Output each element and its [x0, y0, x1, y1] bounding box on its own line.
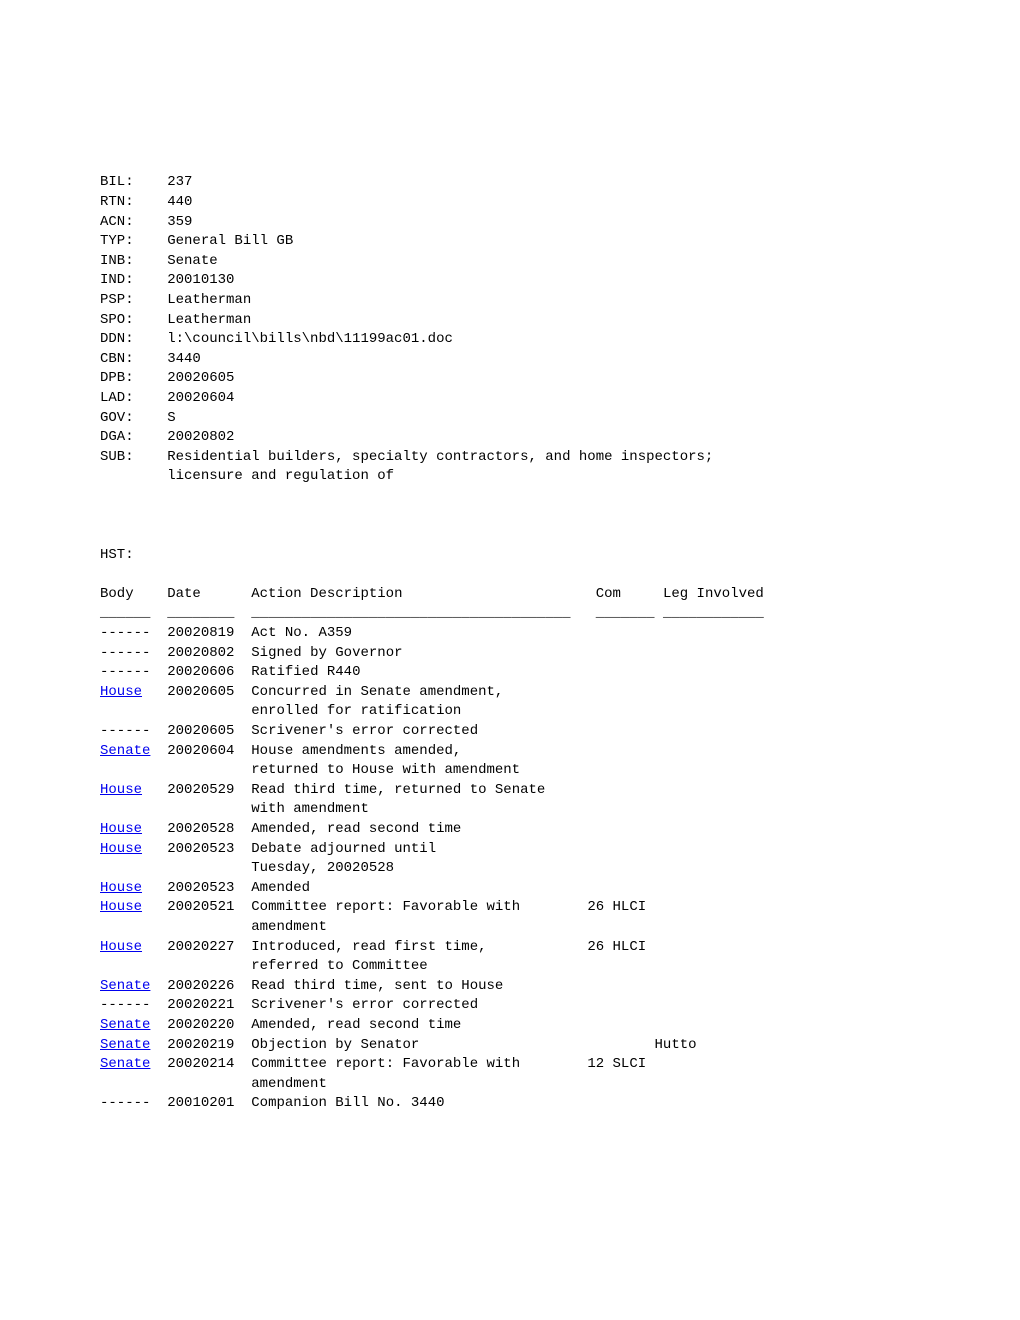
history-row: ------ 20020606 Ratified R440: [100, 664, 360, 680]
meta-line: IND: 20010130: [100, 272, 234, 288]
history-row: Senate 20020604 House amendments amended…: [100, 743, 461, 759]
psp-value: Leatherman: [167, 292, 251, 308]
spo-value: Leatherman: [167, 312, 251, 328]
history-row: ------ 20020605 Scrivener's error correc…: [100, 723, 478, 739]
meta-line: licensure and regulation of: [100, 468, 394, 484]
history-row: House 20020521 Committee report: Favorab…: [100, 899, 646, 915]
senate-link[interactable]: Senate: [100, 1017, 150, 1033]
history-row: Senate 20020214 Committee report: Favora…: [100, 1056, 646, 1072]
sub-value-2: licensure and regulation of: [167, 468, 394, 484]
meta-line: LAD: 20020604: [100, 390, 234, 406]
history-row: Senate 20020220 Amended, read second tim…: [100, 1017, 461, 1033]
house-link[interactable]: House: [100, 939, 142, 955]
sub-value: Residential builders, specialty contract…: [167, 449, 713, 465]
history-row: House 20020227 Introduced, read first ti…: [100, 939, 646, 955]
house-link[interactable]: House: [100, 821, 142, 837]
meta-line: INB: Senate: [100, 253, 218, 269]
house-link[interactable]: House: [100, 782, 142, 798]
dpb-value: 20020605: [167, 370, 234, 386]
history-row-cont: Tuesday, 20020528: [100, 860, 394, 876]
history-row-cont: amendment: [100, 919, 327, 935]
history-row: House 20020523 Debate adjourned until: [100, 841, 436, 857]
meta-line: DPB: 20020605: [100, 370, 234, 386]
inb-value: Senate: [167, 253, 217, 269]
gov-value: S: [167, 410, 175, 426]
history-row-cont: enrolled for ratification: [100, 703, 461, 719]
meta-line: TYP: General Bill GB: [100, 233, 293, 249]
history-header: Body Date Action Description Com Leg Inv…: [100, 586, 764, 602]
meta-line: DDN: l:\council\bills\nbd\11199ac01.doc: [100, 331, 453, 347]
history-row: House 20020523 Amended: [100, 880, 310, 896]
meta-line: SUB: Residential builders, specialty con…: [100, 449, 713, 465]
history-row: House 20020529 Read third time, returned…: [100, 782, 545, 798]
hst-label: HST:: [100, 547, 134, 563]
senate-link[interactable]: Senate: [100, 1056, 150, 1072]
senate-link[interactable]: Senate: [100, 1037, 150, 1053]
history-row-cont: referred to Committee: [100, 958, 428, 974]
history-row-cont: returned to House with amendment: [100, 762, 520, 778]
lad-value: 20020604: [167, 390, 234, 406]
history-row: ------ 20010201 Companion Bill No. 3440: [100, 1095, 445, 1111]
history-divider: ______ ________ ________________________…: [100, 605, 764, 621]
bil-value: 237: [167, 174, 192, 190]
typ-value: General Bill GB: [167, 233, 293, 249]
meta-line: DGA: 20020802: [100, 429, 234, 445]
history-row: Senate 20020219 Objection by Senator Hut…: [100, 1037, 697, 1053]
senate-link[interactable]: Senate: [100, 743, 150, 759]
dga-value: 20020802: [167, 429, 234, 445]
cbn-value: 3440: [167, 351, 201, 367]
house-link[interactable]: House: [100, 899, 142, 915]
history-row: ------ 20020819 Act No. A359: [100, 625, 352, 641]
history-row-cont: amendment: [100, 1076, 327, 1092]
house-link[interactable]: House: [100, 841, 142, 857]
house-link[interactable]: House: [100, 684, 142, 700]
history-row: House 20020605 Concurred in Senate amend…: [100, 684, 503, 700]
history-row: House 20020528 Amended, read second time: [100, 821, 461, 837]
house-link[interactable]: House: [100, 880, 142, 896]
meta-line: BIL: 237: [100, 174, 192, 190]
history-row-cont: with amendment: [100, 801, 369, 817]
history-row: Senate 20020226 Read third time, sent to…: [100, 978, 503, 994]
meta-line: RTN: 440: [100, 194, 192, 210]
history-row: ------ 20020221 Scrivener's error correc…: [100, 997, 478, 1013]
meta-line: GOV: S: [100, 410, 176, 426]
rtn-value: 440: [167, 194, 192, 210]
ind-value: 20010130: [167, 272, 234, 288]
senate-link[interactable]: Senate: [100, 978, 150, 994]
ddn-value: l:\council\bills\nbd\11199ac01.doc: [167, 331, 453, 347]
history-row: ------ 20020802 Signed by Governor: [100, 645, 403, 661]
meta-line: ACN: 359: [100, 214, 192, 230]
acn-value: 359: [167, 214, 192, 230]
meta-line: PSP: Leatherman: [100, 292, 251, 308]
meta-line: CBN: 3440: [100, 351, 201, 367]
meta-line: SPO: Leatherman: [100, 312, 251, 328]
